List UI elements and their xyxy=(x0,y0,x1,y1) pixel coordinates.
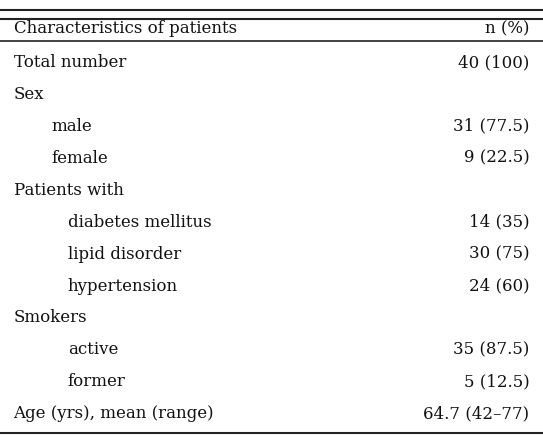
Text: Total number: Total number xyxy=(14,54,126,71)
Text: active: active xyxy=(68,342,118,358)
Text: diabetes mellitus: diabetes mellitus xyxy=(68,214,212,231)
Text: 30 (75): 30 (75) xyxy=(469,245,529,263)
Text: lipid disorder: lipid disorder xyxy=(68,245,181,263)
Text: 9 (22.5): 9 (22.5) xyxy=(464,150,529,167)
Text: 24 (60): 24 (60) xyxy=(469,277,529,295)
Text: male: male xyxy=(52,118,92,135)
Text: 31 (77.5): 31 (77.5) xyxy=(453,118,529,135)
Text: Patients with: Patients with xyxy=(14,182,123,199)
Text: female: female xyxy=(52,150,109,167)
Text: Characteristics of patients: Characteristics of patients xyxy=(14,20,237,37)
Text: 5 (12.5): 5 (12.5) xyxy=(464,373,529,390)
Text: hypertension: hypertension xyxy=(68,277,178,295)
Text: Smokers: Smokers xyxy=(14,310,87,326)
Text: 35 (87.5): 35 (87.5) xyxy=(453,342,529,358)
Text: Age (yrs), mean (range): Age (yrs), mean (range) xyxy=(14,405,214,422)
Text: Sex: Sex xyxy=(14,86,44,103)
Text: 64.7 (42–77): 64.7 (42–77) xyxy=(424,405,529,422)
Text: former: former xyxy=(68,373,126,390)
Text: 40 (100): 40 (100) xyxy=(458,54,529,71)
Text: 14 (35): 14 (35) xyxy=(469,214,529,231)
Text: n (%): n (%) xyxy=(485,20,529,37)
